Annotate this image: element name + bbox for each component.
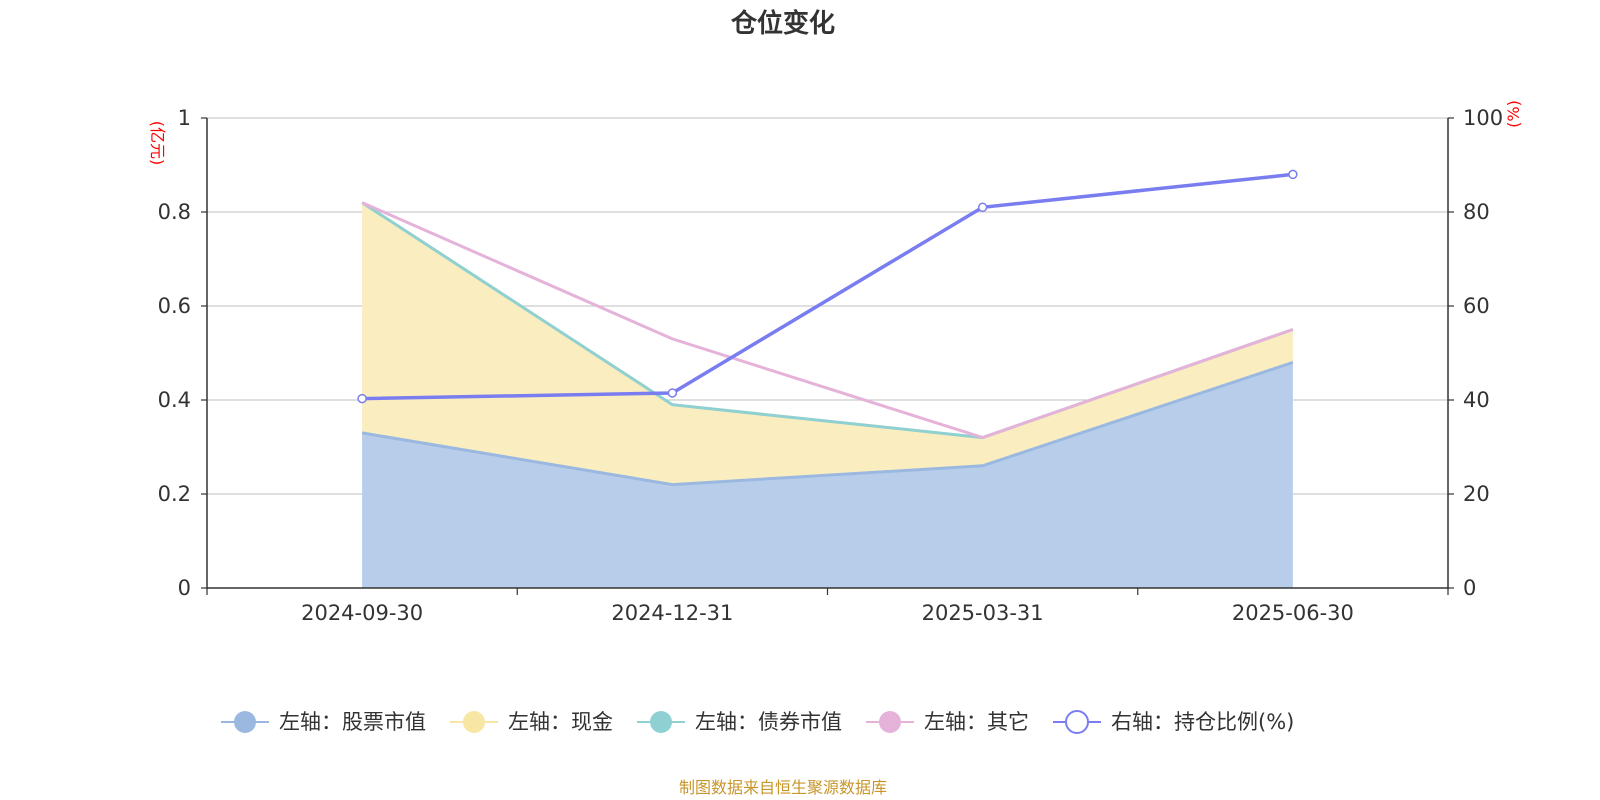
chart-title: 仓位变化 xyxy=(730,8,835,39)
left-axis-unit: (亿元) xyxy=(148,121,167,166)
series-line xyxy=(362,172,1294,401)
legend-label: 左轴：现金 xyxy=(508,710,613,734)
legend-marker xyxy=(234,711,256,733)
right-axis-tick-label: 60 xyxy=(1463,294,1490,318)
right-axis-tick-label: 20 xyxy=(1463,482,1490,506)
legend-label: 左轴：其它 xyxy=(924,710,1029,734)
x-axis-tick-label: 2025-06-30 xyxy=(1232,601,1354,625)
legend-label: 左轴：债券市值 xyxy=(695,710,842,734)
legend-marker xyxy=(1065,710,1089,734)
source-note: 制图数据来自恒生聚源数据库 xyxy=(679,778,887,797)
left-axis-tick-label: 0.4 xyxy=(158,388,191,412)
right-axis-unit: (%) xyxy=(1504,100,1523,128)
series-lines xyxy=(357,169,1298,487)
legend-label: 左轴：股票市值 xyxy=(279,710,426,734)
series-line xyxy=(361,360,1294,487)
left-axis-tick-label: 0.8 xyxy=(158,200,191,224)
left-axis-tick-label: 0.2 xyxy=(158,482,191,506)
left-axis-tick-label: 0 xyxy=(178,576,191,600)
right-axis-tick-label: 40 xyxy=(1463,388,1490,412)
data-point xyxy=(357,393,367,404)
legend: 左轴：股票市值 左轴：现金 左轴：债券市值 左轴：其它 右轴：持仓比例(%) xyxy=(221,710,1294,734)
right-axis-tick-label: 0 xyxy=(1463,576,1476,600)
x-axis-tick-label: 2024-09-30 xyxy=(301,601,423,625)
data-point xyxy=(977,202,988,213)
legend-label: 右轴：持仓比例(%) xyxy=(1111,710,1294,734)
x-axis-tick-label: 2025-03-31 xyxy=(922,601,1044,625)
legend-marker xyxy=(879,711,901,733)
x-axis-tick-label: 2024-12-31 xyxy=(611,601,733,625)
series-area xyxy=(362,202,1293,485)
data-point xyxy=(667,388,678,398)
right-axis-tick-label: 100 xyxy=(1463,106,1503,130)
left-axis-tick-label: 1 xyxy=(178,106,191,130)
right-axis-tick-label: 80 xyxy=(1463,200,1490,224)
data-point xyxy=(1288,169,1298,180)
legend-marker xyxy=(650,711,672,733)
left-axis-tick-label: 0.6 xyxy=(158,294,191,318)
legend-marker xyxy=(463,711,485,733)
series-line xyxy=(361,201,1294,440)
axes: 0 0.2 0.4 0.6 0.8 1 0 20 40 60 80 100 2024-09-30 2024… xyxy=(158,106,1504,625)
